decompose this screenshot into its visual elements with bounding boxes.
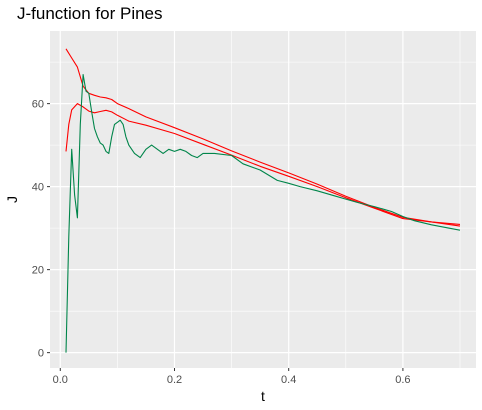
minor-gridlines — [50, 31, 476, 368]
y-tick-label: 60 — [32, 99, 44, 111]
y-tick-label: 0 — [38, 348, 44, 360]
x-tick-label: 0.4 — [281, 374, 296, 386]
y-tick-label: 20 — [32, 265, 44, 277]
series-lines — [65, 48, 461, 353]
axis-ticks — [47, 103, 404, 371]
x-tick-label: 0.2 — [167, 374, 182, 386]
series-line-2 — [65, 103, 461, 227]
x-tick-label: 0.6 — [395, 374, 410, 386]
plot-panel — [50, 31, 476, 368]
major-gridlines — [50, 31, 476, 368]
y-axis-title: J — [4, 196, 20, 203]
chart-title: J-function for Pines — [17, 4, 163, 23]
series-line-1 — [65, 48, 461, 225]
x-axis-title: t — [261, 388, 265, 404]
x-tick-labels: 0.0 0.2 0.4 0.6 — [53, 374, 411, 386]
x-tick-label: 0.0 — [53, 374, 68, 386]
y-tick-labels: 0 20 40 60 — [32, 99, 44, 360]
y-tick-label: 40 — [32, 182, 44, 194]
series-line-3 — [65, 74, 461, 353]
